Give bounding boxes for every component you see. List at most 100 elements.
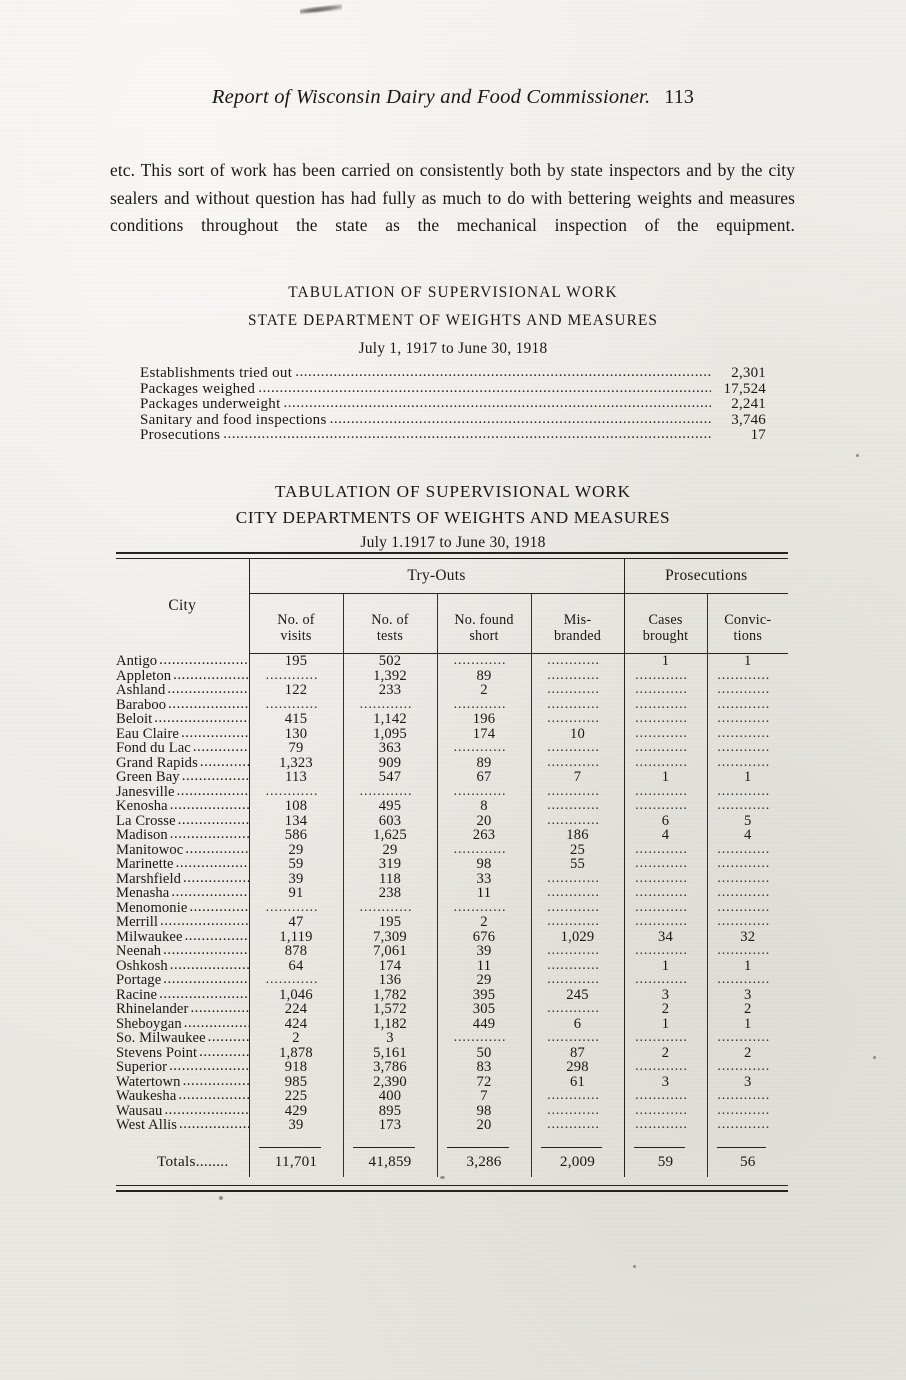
cell-tests: 174 (342, 958, 437, 973)
table-totals-row: Totals........ 11,701 41,859 3,286 2,009 59 56 (116, 1147, 789, 1177)
cell-convictions: ............ (706, 726, 789, 741)
dot-leader: .......................... (183, 871, 248, 885)
city-label: Marshfield (116, 871, 182, 886)
cell-visits: 195 (248, 653, 343, 669)
city-label: West Allis (116, 1118, 178, 1133)
cell-city-name: Menasha.......................... (116, 886, 249, 901)
cell-city-name: Antigo.......................... (116, 654, 249, 669)
cell-misbranded: ............ (530, 944, 625, 959)
city-label: Portage (116, 973, 162, 988)
column-group-header-prosecutions: Prosecutions (623, 559, 789, 594)
table-body: Antigo..........................195502..… (116, 653, 789, 1177)
cell-convictions: 3 (706, 987, 789, 1002)
table-bottom-double-rule (116, 1185, 788, 1192)
city-label: Fond du Lac (116, 741, 191, 756)
cell-visits: ............ (248, 900, 343, 915)
totals-rule (716, 1147, 767, 1148)
state-heading-line-2: STATE DEPARTMENT OF WEIGHTS AND MEASURES (247, 312, 658, 329)
cell-city-name: Baraboo.......................... (116, 698, 249, 713)
totals-rule (446, 1147, 509, 1148)
cell-short: 89 (436, 668, 531, 683)
cell-city-name: Ashland.......................... (116, 683, 249, 698)
cell-misbranded: ............ (530, 755, 625, 770)
cell-cases: ............ (623, 683, 708, 698)
cell-cases: 2 (623, 1045, 708, 1060)
cell-tests: 5,161 (342, 1045, 437, 1060)
cell-convictions: ............ (706, 799, 789, 814)
cell-city-name: So. Milwaukee.......................... (116, 1031, 249, 1046)
cell-misbranded: 7 (530, 770, 625, 785)
cell-city-name: West Allis.......................... (116, 1118, 249, 1133)
cell-cases: 1 (623, 653, 708, 669)
city-tabulation-table-wrapper: City Try-Outs Prosecutions No. of visits … (116, 552, 789, 1192)
table-row: Oshkosh..........................6417411… (116, 958, 789, 973)
dot-leader: .......................... (177, 813, 249, 827)
cell-short: ............ (436, 900, 531, 915)
table-row: Grand Rapids..........................1,… (116, 755, 789, 770)
cell-cases: 3 (623, 987, 708, 1002)
body-paragraph: etc. This sort of work has been carried … (110, 160, 795, 236)
cell-short: 395 (436, 987, 531, 1002)
city-label: Milwaukee (116, 929, 183, 944)
dot-leader: .......................... (181, 770, 249, 784)
cell-convictions: ............ (706, 871, 789, 886)
cell-cases: ............ (623, 741, 708, 756)
cell-city-name: Portage.......................... (116, 973, 249, 988)
totals-cell-visits: 11,701 (248, 1147, 343, 1177)
cell-tests: 1,142 (342, 712, 437, 727)
cell-city-name: Racine.......................... (116, 988, 249, 1003)
cell-visits: 130 (248, 726, 343, 741)
cell-misbranded: 186 (530, 828, 625, 843)
dot-leader: .......................... (168, 697, 249, 711)
column-group-header-tryouts: Try-Outs (248, 559, 625, 594)
city-tabulation-table: City Try-Outs Prosecutions No. of visits … (116, 559, 789, 1177)
cell-misbranded: 1,029 (530, 929, 625, 944)
totals-rule (633, 1147, 685, 1148)
cell-misbranded: ............ (530, 1002, 625, 1017)
cell-misbranded: ............ (530, 784, 625, 799)
cell-short: ............ (436, 784, 531, 799)
cell-tests: 195 (342, 915, 437, 930)
cell-convictions: ............ (706, 900, 789, 915)
dot-leader: ........................................… (295, 365, 711, 380)
city-label: Merrill (116, 915, 159, 930)
cell-tests: 29 (342, 842, 437, 857)
cell-misbranded: 25 (530, 842, 625, 857)
state-summary-row: Prosecutions............................… (140, 427, 766, 444)
cell-cases: 3 (623, 1074, 708, 1089)
cell-tests: 1,392 (342, 668, 437, 683)
city-label: Menomonie (116, 900, 188, 915)
dot-leader: .......................... (185, 842, 248, 856)
cell-convictions: 4 (706, 828, 789, 843)
cell-misbranded: ............ (530, 871, 625, 886)
city-label: Kenosha (116, 799, 168, 814)
cell-tests: 2,390 (342, 1074, 437, 1089)
dot-leader: ........................................… (223, 427, 711, 443)
running-head: Report of Wisconsin Dairy and Food Commi… (0, 86, 906, 109)
cell-tests: 400 (342, 1089, 437, 1104)
cell-tests: ............ (342, 900, 437, 915)
cell-city-name: Milwaukee.......................... (116, 930, 249, 945)
cell-visits: 586 (248, 828, 343, 843)
cell-visits: 108 (248, 799, 343, 814)
cell-tests: 136 (342, 973, 437, 988)
cell-convictions: ............ (706, 1103, 789, 1118)
table-row: Menomonie...............................… (116, 900, 789, 915)
cell-visits: 878 (248, 944, 343, 959)
cell-cases: ............ (623, 697, 708, 712)
city-label: Eau Claire (116, 726, 179, 741)
cell-city-name: Stevens Point.......................... (116, 1046, 249, 1061)
cell-tests: 1,782 (342, 987, 437, 1002)
cell-tests: 1,625 (342, 828, 437, 843)
state-summary-label: Sanitary and food inspections (140, 411, 327, 428)
totals-cell-short: 3,286 (436, 1147, 531, 1177)
state-summary-value: 2,241 (731, 396, 766, 413)
table-row: Racine..........................1,0461,7… (116, 987, 789, 1003)
dot-leader: .......................... (159, 653, 249, 668)
scan-speck (873, 1056, 876, 1059)
state-summary-label: Packages underweight (140, 396, 281, 413)
cell-visits: ............ (248, 697, 343, 712)
city-tabulation-heading-block: TABULATION OF SUPERVISIONAL WORK CITY DE… (0, 482, 906, 552)
cell-cases: ............ (623, 973, 708, 988)
cell-visits: 59 (248, 857, 343, 872)
